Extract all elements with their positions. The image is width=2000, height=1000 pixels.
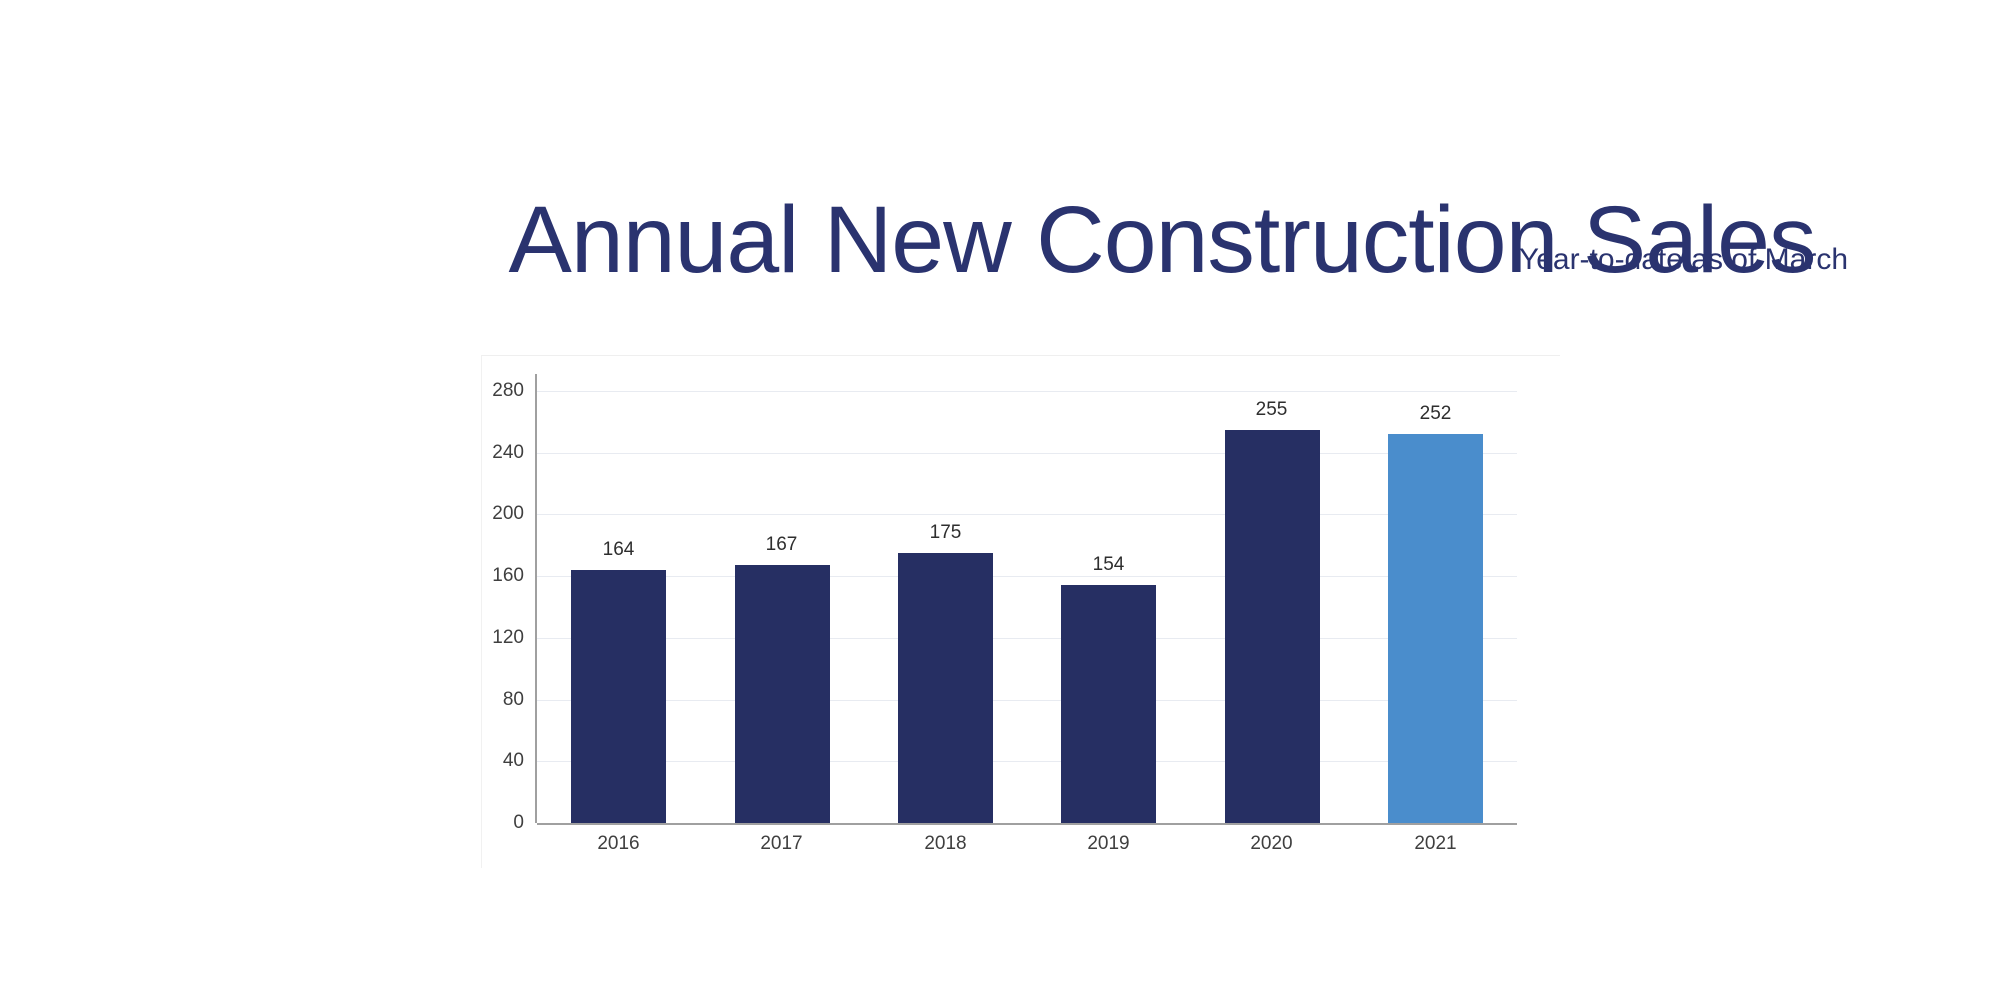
bar-value-label-2019: 154	[1092, 554, 1125, 575]
y-tick-label-240: 240	[492, 442, 524, 463]
y-tick-label-40: 40	[502, 750, 524, 771]
x-tick-label-2019: 2019	[1087, 833, 1130, 854]
y-tick-label-200: 200	[492, 503, 524, 524]
bar-2020	[1225, 430, 1320, 823]
bar-value-label-2018: 175	[929, 522, 962, 543]
gridline-280	[537, 391, 1517, 392]
bar-2018	[898, 553, 993, 823]
gridline-120	[537, 638, 1517, 639]
gridline-240	[537, 453, 1517, 454]
bar-value-label-2016: 164	[602, 539, 635, 560]
bar-value-label-2021: 252	[1419, 403, 1452, 424]
bar-value-label-2017: 167	[765, 534, 798, 555]
x-tick-label-2016: 2016	[597, 833, 640, 854]
y-tick-label-80: 80	[502, 689, 524, 710]
gridline-80	[537, 700, 1517, 701]
x-tick-label-2018: 2018	[924, 833, 967, 854]
y-tick-label-160: 160	[492, 565, 524, 586]
chart-subtitle: Year-to-date as of March	[1518, 243, 1848, 276]
gridline-40	[537, 761, 1517, 762]
x-tick-label-2020: 2020	[1250, 833, 1293, 854]
bar-2021	[1388, 434, 1483, 823]
bar-value-label-2020: 255	[1255, 399, 1288, 420]
y-tick-label-0: 0	[513, 812, 524, 833]
x-axis-line	[537, 823, 1517, 825]
y-tick-label-120: 120	[492, 627, 524, 648]
chart-title: Annual New Construction Sales	[508, 186, 1817, 293]
gridline-200	[537, 514, 1517, 515]
gridline-160	[537, 576, 1517, 577]
bar-2017	[735, 565, 830, 823]
y-tick-label-280: 280	[492, 380, 524, 401]
y-axis-line	[535, 374, 537, 823]
bar-2019	[1061, 585, 1156, 823]
x-tick-label-2017: 2017	[760, 833, 803, 854]
bar-2016	[571, 570, 666, 823]
x-tick-label-2021: 2021	[1414, 833, 1457, 854]
